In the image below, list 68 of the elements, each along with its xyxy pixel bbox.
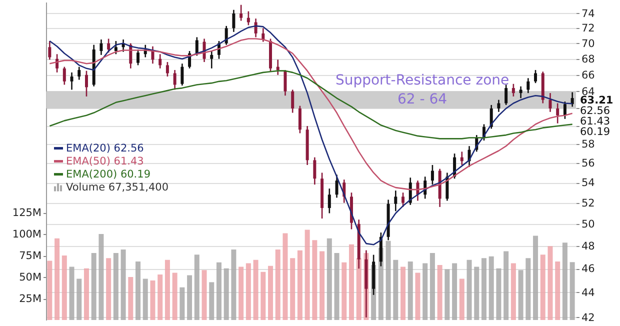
candlestick	[246, 10, 250, 26]
legend-label: EMA(20) 62.56	[66, 142, 144, 154]
candlestick	[526, 77, 530, 94]
candlestick	[232, 9, 236, 33]
candlestick	[460, 151, 464, 166]
candlestick	[497, 99, 500, 113]
y2-tick-label: 125M	[12, 207, 42, 220]
y-tick-label: 42	[582, 312, 595, 324]
candlestick	[210, 50, 214, 70]
candlestick	[291, 89, 294, 114]
candlestick	[298, 105, 302, 134]
text: 62.56	[580, 105, 610, 118]
candlestick	[158, 53, 162, 70]
text: 61.43	[580, 116, 610, 128]
y-tick-label: 68	[582, 53, 595, 66]
candlestick	[195, 36, 198, 56]
y-tick-label: 74	[582, 8, 596, 20]
y-tick-label: 54	[582, 177, 596, 190]
y-tick-label: 66	[582, 69, 596, 82]
candlestick	[136, 48, 140, 66]
candlestick	[180, 62, 184, 86]
candlestick	[394, 190, 398, 212]
legend-label: EMA(50) 61.43	[66, 155, 144, 168]
y2-tick-label: 25M	[19, 293, 42, 306]
candlestick	[240, 4, 243, 22]
y-tick-label: 44	[582, 286, 596, 299]
y-tick-label: 58	[582, 138, 595, 151]
candlestick	[335, 174, 338, 198]
candlestick	[512, 83, 515, 98]
y2-tick-label: 100M	[12, 228, 42, 241]
y2-tick-label: 75M	[19, 250, 42, 262]
candlestick	[534, 69, 538, 84]
y-tick-label: 48	[582, 240, 595, 252]
candlestick	[173, 69, 176, 90]
candlestick	[107, 38, 110, 54]
y-tick-label: 72	[582, 22, 595, 35]
candlestick	[78, 66, 81, 80]
candlestick	[556, 102, 560, 124]
candlestick	[504, 84, 508, 106]
legend-label: Volume 67,351,400	[66, 181, 169, 194]
y-tick-label: 56	[582, 158, 596, 170]
candlestick	[519, 86, 522, 99]
y-tick-label: 52	[582, 197, 595, 210]
candlestick	[62, 66, 66, 86]
candlestick	[570, 92, 574, 108]
candlestick	[313, 156, 316, 186]
legend-label: EMA(200) 60.19	[66, 168, 151, 180]
y-tick-label: 50	[582, 218, 595, 230]
y2-tick-label: 50M	[19, 272, 42, 284]
candlestick	[276, 59, 280, 76]
band-label: Support-Resistance zone 62 - 64	[335, 72, 510, 108]
candlestick	[114, 40, 118, 55]
candlestick	[84, 70, 88, 98]
candlestick	[166, 61, 169, 78]
y-tick-label: 70	[582, 38, 595, 50]
candlestick	[548, 92, 552, 113]
candlestick	[100, 38, 103, 56]
text: 63.21	[580, 94, 614, 107]
candlestick	[430, 164, 434, 186]
candlestick	[328, 188, 331, 214]
candlestick	[70, 72, 74, 90]
candlestick	[151, 46, 154, 64]
candlestick	[402, 192, 405, 208]
text: 60.19	[580, 126, 610, 138]
candlestick	[48, 40, 52, 60]
y-tick-label: 46	[582, 263, 596, 276]
candlestick	[563, 100, 566, 120]
candlestick	[284, 69, 287, 96]
